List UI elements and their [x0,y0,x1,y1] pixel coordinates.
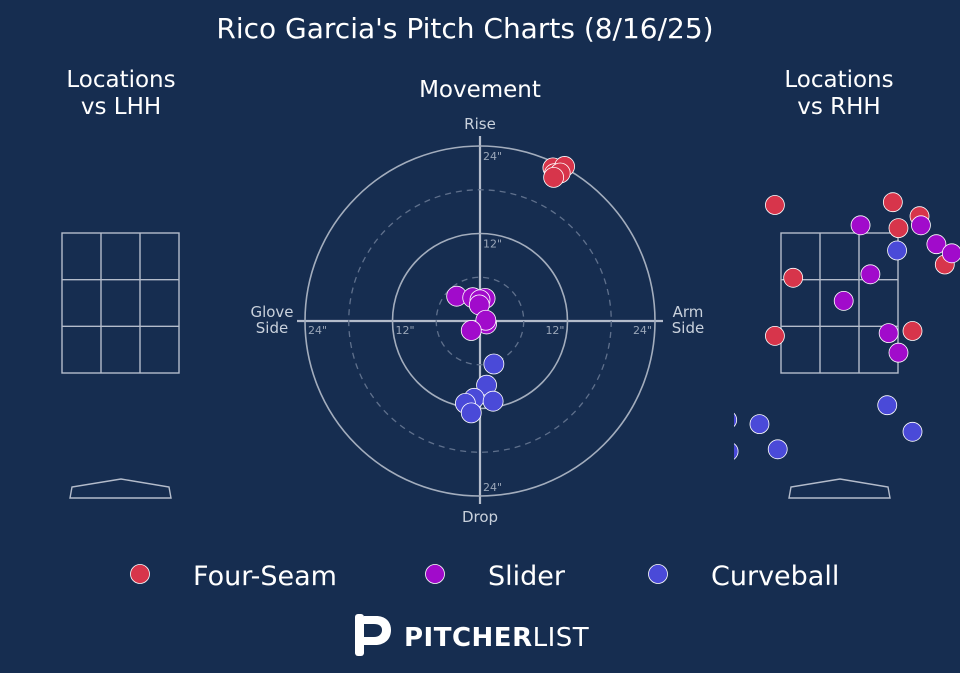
ring-label-12-top: 12" [483,238,502,251]
legend-label-curveball: Curveball [711,561,839,592]
brand-name: PITCHERLIST [404,623,589,653]
rhh-point-curveball-5 [749,414,770,435]
axis-label-rise: Rise [464,115,496,133]
brand-name-light: LIST [533,623,590,653]
axis-label-arm-side-line-1: Arm [673,303,704,321]
legend-marker-four-seam [130,564,150,584]
strike-zone-rhh [780,232,899,374]
locations-rhh-title-line-2: vs RHH [797,94,880,120]
locations-rhh-title: Locations vs RHH [784,67,893,120]
movement-ring-24 [304,145,656,497]
locations-lhh-panel: Locations vs LHH [61,67,180,499]
brand-name-bold: PITCHER [404,623,533,653]
rhh-point-slider-7 [833,290,854,311]
rhh-point-four-seam-6 [783,267,804,288]
rhh-point-four-seam-8 [765,325,785,346]
ring-label-24-right: 24" [633,324,652,337]
rhh-point-curveball-1 [887,240,907,261]
movement-point-slider-7 [475,309,497,331]
axis-label-arm-side-line-2: Side [672,319,704,337]
rhh-point-curveball-7 [767,439,788,460]
rhh-point-slider-4 [941,243,960,264]
movement-panel: Movement 12"12"12"12"24"24"24"24" Rise D… [250,77,704,526]
movement-point-curveball-5 [460,402,482,424]
legend-marker-curveball [648,564,668,584]
rhh-point-curveball-3 [877,395,898,416]
rhh-point-slider-5 [850,215,871,236]
movement-ring-6 [435,276,525,366]
ring-label-24-left: 24" [308,324,327,337]
legend-label-four-seam: Four-Seam [193,561,337,592]
rhh-point-four-seam-1 [765,195,785,215]
rhh-point-slider-9 [888,342,909,363]
ring-label-12-left: 12" [396,324,415,337]
movement-point-curveball-6 [482,390,504,412]
home-plate-lhh [69,478,172,499]
axis-label-drop: Drop [462,508,498,526]
axis-label-glove-side-line-1: Glove [250,303,293,321]
ring-label-24-bottom: 24" [483,481,502,494]
locations-lhh-title: Locations vs LHH [66,67,175,120]
legend-marker-slider [425,564,445,584]
pitcherlist-branding: PITCHERLIST [355,614,589,656]
locations-lhh-title-line-2: vs LHH [81,94,161,120]
strike-zone-lhh [61,232,180,374]
rhh-point-curveball-4 [734,412,738,428]
movement-ring-18 [348,189,612,453]
locations-rhh-panel: Locations vs RHH [704,67,960,499]
axis-label-glove-side: Glove Side [250,303,293,337]
pitcherlist-p-logo-icon [355,614,391,656]
movement-point-slider-8 [460,320,482,341]
locations-rhh-points [704,192,960,460]
ring-label-24-top: 24" [483,150,502,163]
movement-points [446,156,575,424]
rhh-point-slider-2 [926,234,947,255]
legend: Four-Seam Slider Curveball [130,561,839,592]
rhh-point-slider-10 [704,400,723,419]
rhh-point-four-seam-3 [888,218,909,239]
rhh-point-slider-8 [878,323,899,344]
home-plate-rhh [788,478,891,499]
rhh-point-four-seam-7 [902,321,923,341]
ring-label-12-right: 12" [545,324,564,337]
locations-rhh-title-line-1: Locations [784,67,893,93]
movement-title: Movement [419,77,541,103]
axis-label-glove-side-line-2: Side [256,319,288,337]
locations-lhh-title-line-1: Locations [66,67,175,93]
chart-title: Rico Garcia's Pitch Charts (8/16/25) [216,12,713,45]
axis-label-arm-side: Arm Side [672,303,704,337]
movement-point-four-seam-5 [543,166,565,188]
rhh-point-four-seam-2 [882,192,903,213]
rhh-point-curveball-6 [902,421,923,442]
rhh-point-curveball-8 [734,443,739,460]
rhh-point-slider-6 [860,264,881,285]
legend-label-slider: Slider [488,561,566,592]
movement-point-curveball-1 [483,353,505,375]
rhh-point-slider-1 [911,215,931,236]
